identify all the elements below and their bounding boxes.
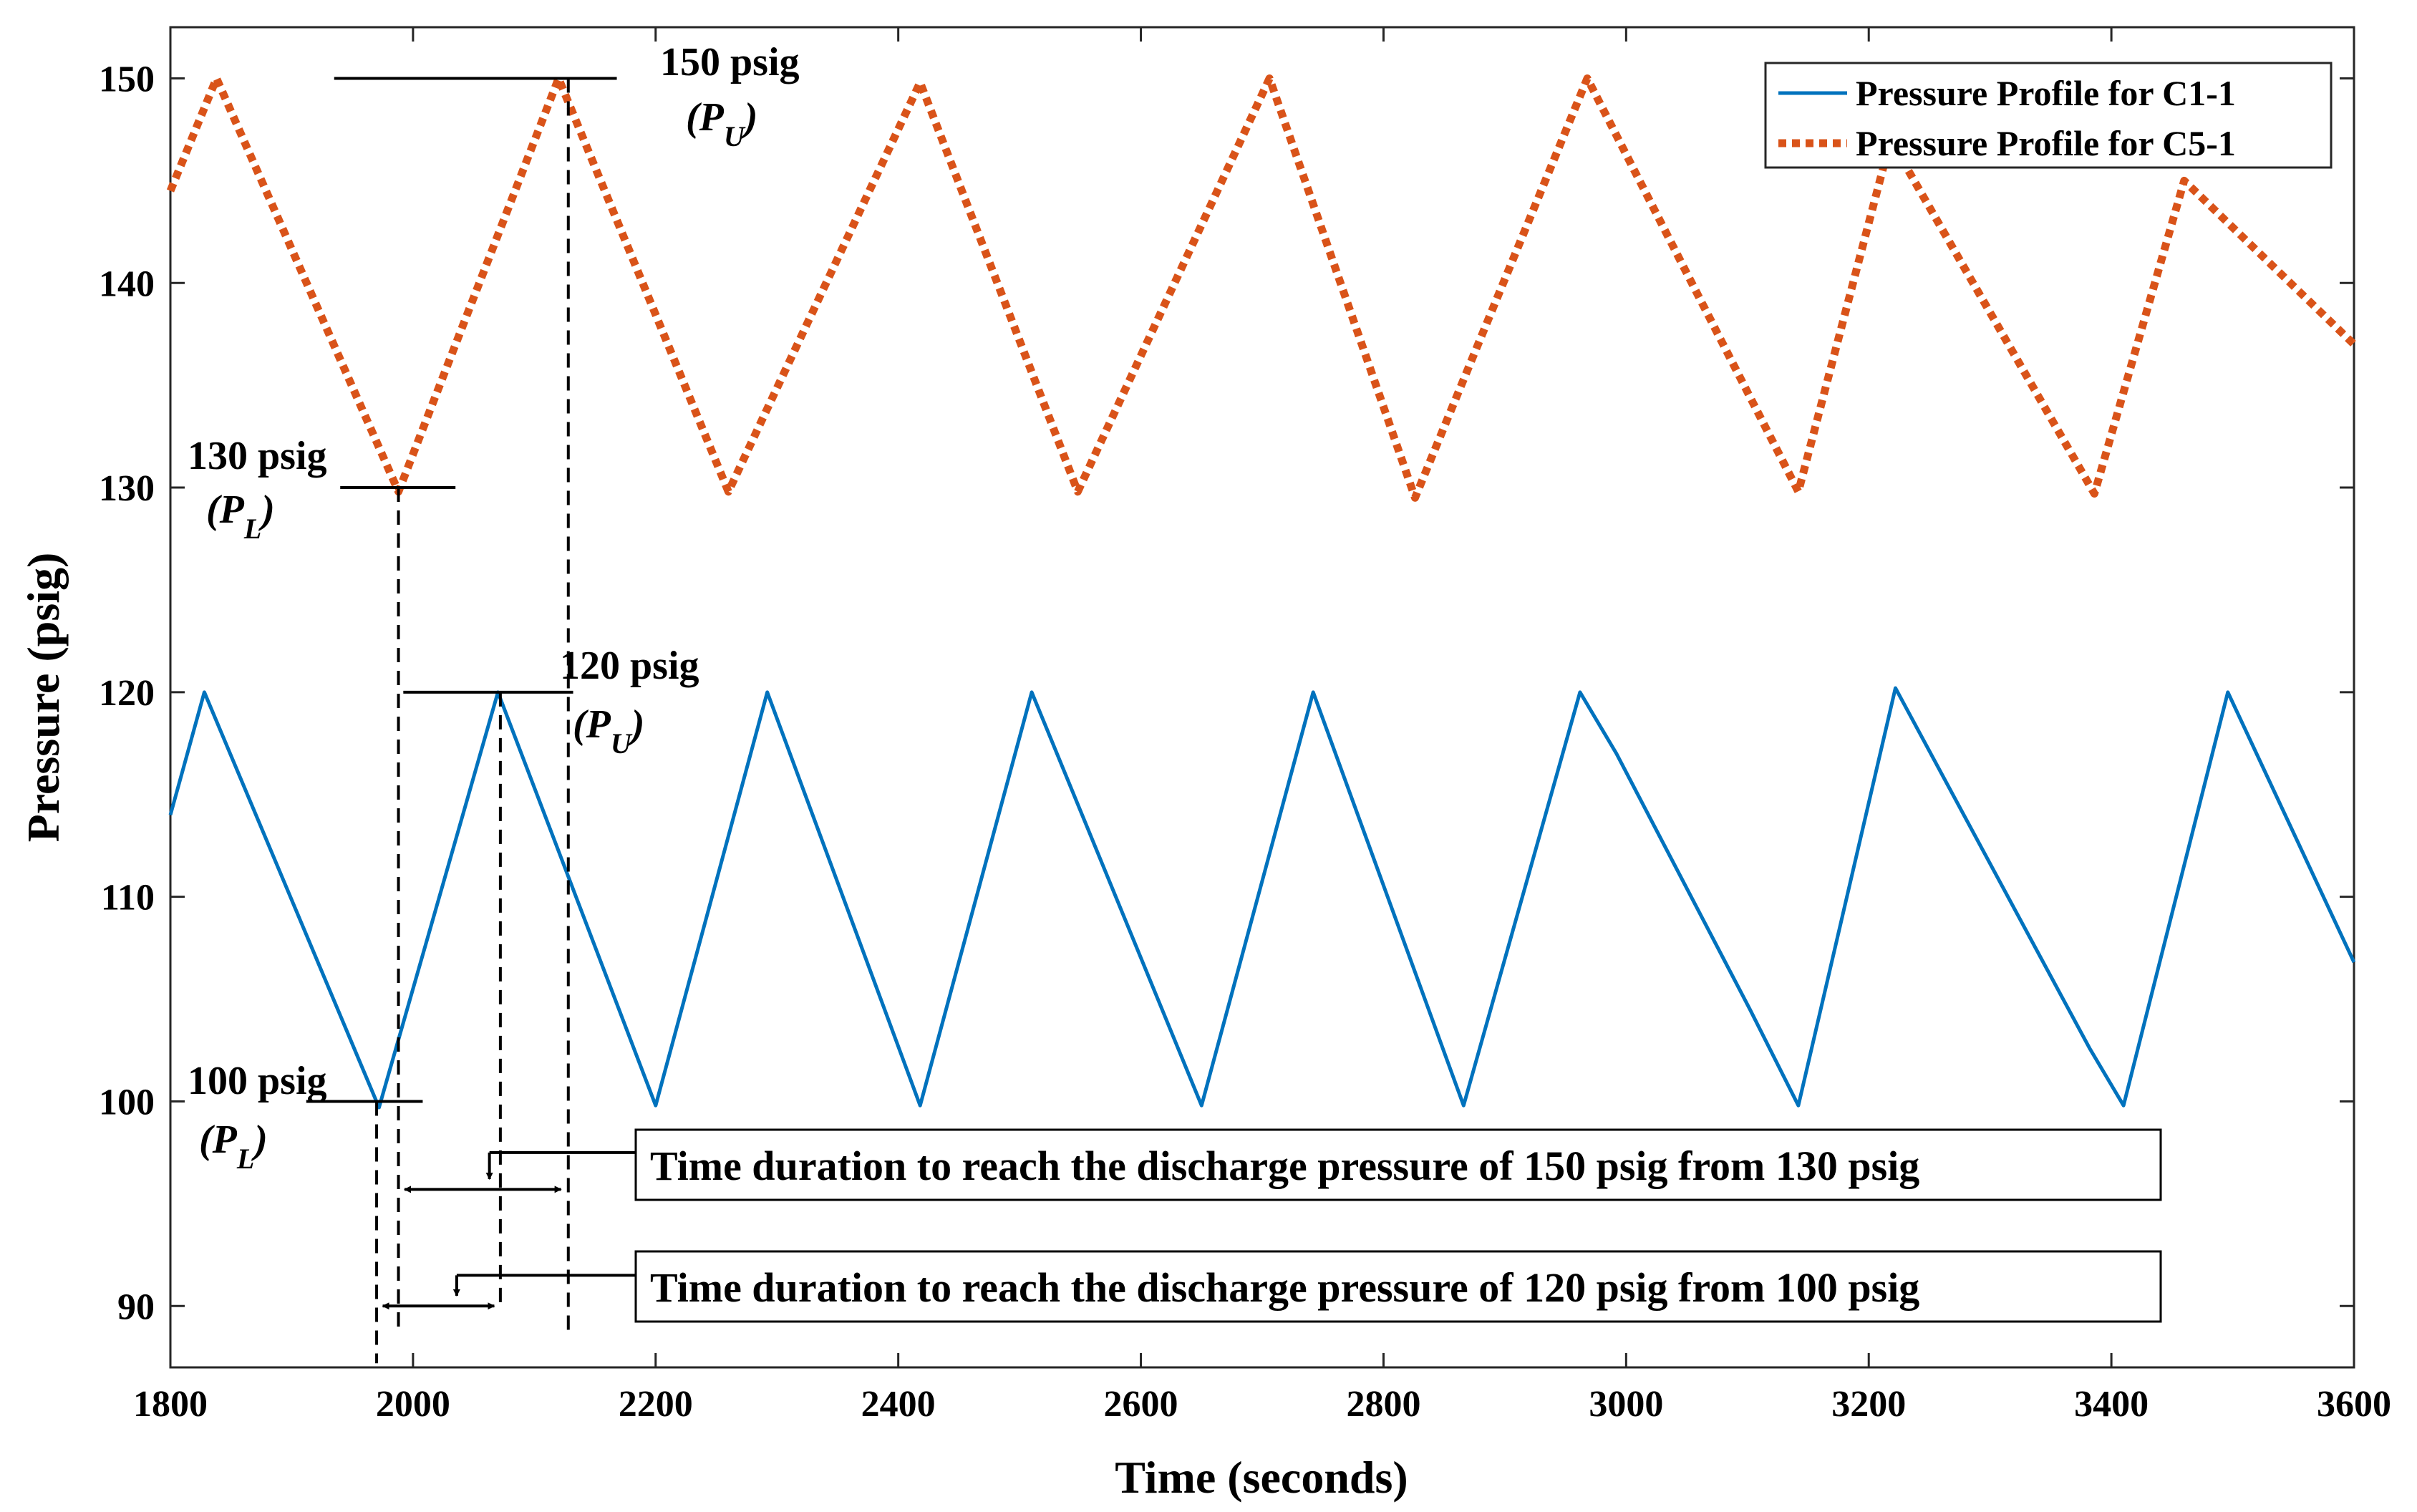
annotation-box-150-text: Time duration to reach the discharge pre…	[650, 1143, 1919, 1189]
legend-label-c1-1: Pressure Profile for C1-1	[1856, 73, 2236, 113]
y-axis-title: Pressure (psig)	[18, 553, 69, 843]
x-tick-label-2400: 2400	[861, 1384, 936, 1425]
y-tick-label-90: 90	[117, 1286, 155, 1327]
legend-label-c5-1: Pressure Profile for C5-1	[1856, 123, 2236, 163]
annotation-box-150-from-130: Time duration to reach the discharge pre…	[636, 1130, 2161, 1200]
y-tick-label-130: 130	[99, 468, 155, 509]
annotation-box-120-from-100: Time duration to reach the discharge pre…	[636, 1251, 2161, 1322]
annotation-c5-lower-value: 130 psig	[188, 434, 327, 478]
x-tick-label-3200: 3200	[1831, 1384, 1906, 1425]
annotation-c1-lower-value: 100 psig	[188, 1059, 327, 1103]
annotation-box-120-text: Time duration to reach the discharge pre…	[650, 1264, 1919, 1311]
x-tick-label-3000: 3000	[1589, 1384, 1663, 1425]
y-tick-label-120: 120	[99, 673, 155, 714]
x-axis-title: Time (seconds)	[1115, 1452, 1408, 1503]
y-tick-label-100: 100	[99, 1082, 155, 1123]
x-tick-label-2200: 2200	[619, 1384, 693, 1425]
y-tick-label-150: 150	[99, 59, 155, 100]
x-tick-label-3400: 3400	[2074, 1384, 2149, 1425]
pressure-chart: 1800 2000 2200 2400 2600 2800 3000 3200 3400 3600…	[0, 0, 2417, 1512]
x-tick-label-2600: 2600	[1104, 1384, 1178, 1425]
annotation-c5-upper-value: 150 psig	[660, 40, 800, 84]
x-tick-label-1800: 1800	[133, 1384, 208, 1425]
x-tick-label-3600: 3600	[2317, 1384, 2391, 1425]
y-tick-label-140: 140	[99, 263, 155, 304]
annotation-c1-upper-value: 120 psig	[560, 644, 699, 688]
x-tick-label-2800: 2800	[1346, 1384, 1420, 1425]
legend: Pressure Profile for C1-1 Pressure Profi…	[1765, 63, 2331, 168]
x-tick-label-2000: 2000	[376, 1384, 450, 1425]
y-tick-label-110: 110	[101, 878, 155, 919]
